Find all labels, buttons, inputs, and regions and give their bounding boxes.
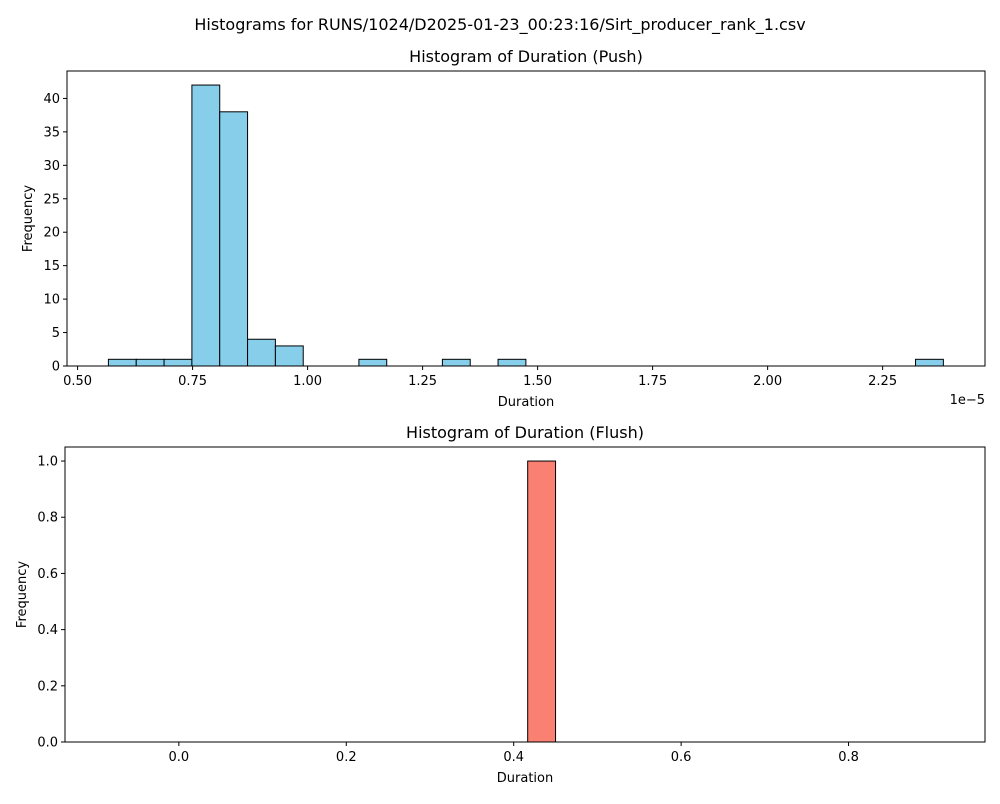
y-tick-label: 1.0 [37,455,58,470]
y-tick-label: 10 [43,293,60,308]
histogram-bar [358,358,388,367]
y-axis-label: Frequency [21,185,36,252]
y-tick-label: 15 [43,259,60,274]
y-tick-label: 25 [43,192,60,207]
axes-frame [64,446,986,743]
subplot-title: Histogram of Duration (Flush) [406,423,644,442]
axes-frame [66,70,986,367]
x-tick-label: 1.50 [523,374,552,389]
histogram-bar [107,358,137,367]
y-tick-label: 0.8 [37,511,58,526]
histogram-bar [163,358,193,367]
histogram-bar [219,111,249,367]
x-axis-offset-text: 1e−5 [950,393,985,408]
x-axis-label: Duration [498,395,554,410]
y-tick-label: 0.6 [37,567,58,582]
x-tick-label: 0.6 [671,750,692,765]
x-tick-label: 0.50 [63,374,92,389]
x-axis-label: Duration [497,771,553,786]
histogram-bar [274,345,304,367]
x-tick-label: 0.0 [169,750,190,765]
y-tick-label: 0.4 [37,623,58,638]
subplot-title: Histogram of Duration (Push) [409,47,643,66]
x-tick-label: 2.00 [753,374,782,389]
histogram-bar [915,358,944,367]
histogram-bar [191,84,221,367]
histogram-bar [527,460,557,743]
y-tick-label: 5 [52,326,60,341]
x-tick-label: 1.00 [293,374,322,389]
x-tick-label: 0.75 [178,374,207,389]
x-tick-label: 0.8 [838,750,859,765]
y-tick-label: 40 [43,92,60,107]
x-tick-label: 2.25 [868,374,897,389]
histogram-bar [441,358,471,367]
y-tick-label: 0 [52,360,60,375]
figure-suptitle: Histograms for RUNS/1024/D2025-01-23_00:… [194,15,805,35]
histogram-bar [247,338,276,367]
histogram-bar [135,358,165,367]
x-tick-label: 0.2 [336,750,357,765]
histogram-bar [497,358,527,367]
x-tick-label: 0.4 [503,750,524,765]
subplot-1: Histogram of Duration (Push) 0.50 0.75 1.00… [21,47,986,410]
x-tick-label: 1.25 [408,374,437,389]
y-tick-label: 20 [43,226,60,241]
y-tick-label: 30 [43,159,60,174]
subplot-2: Histogram of Duration (Flush) 0.0 0.2 0.4 0.… [15,423,986,786]
x-tick-label: 1.75 [638,374,667,389]
y-tick-label: 0.2 [37,679,58,694]
y-axis-label: Frequency [15,561,30,628]
y-tick-label: 35 [43,125,60,140]
y-tick-label: 0.0 [37,736,58,751]
